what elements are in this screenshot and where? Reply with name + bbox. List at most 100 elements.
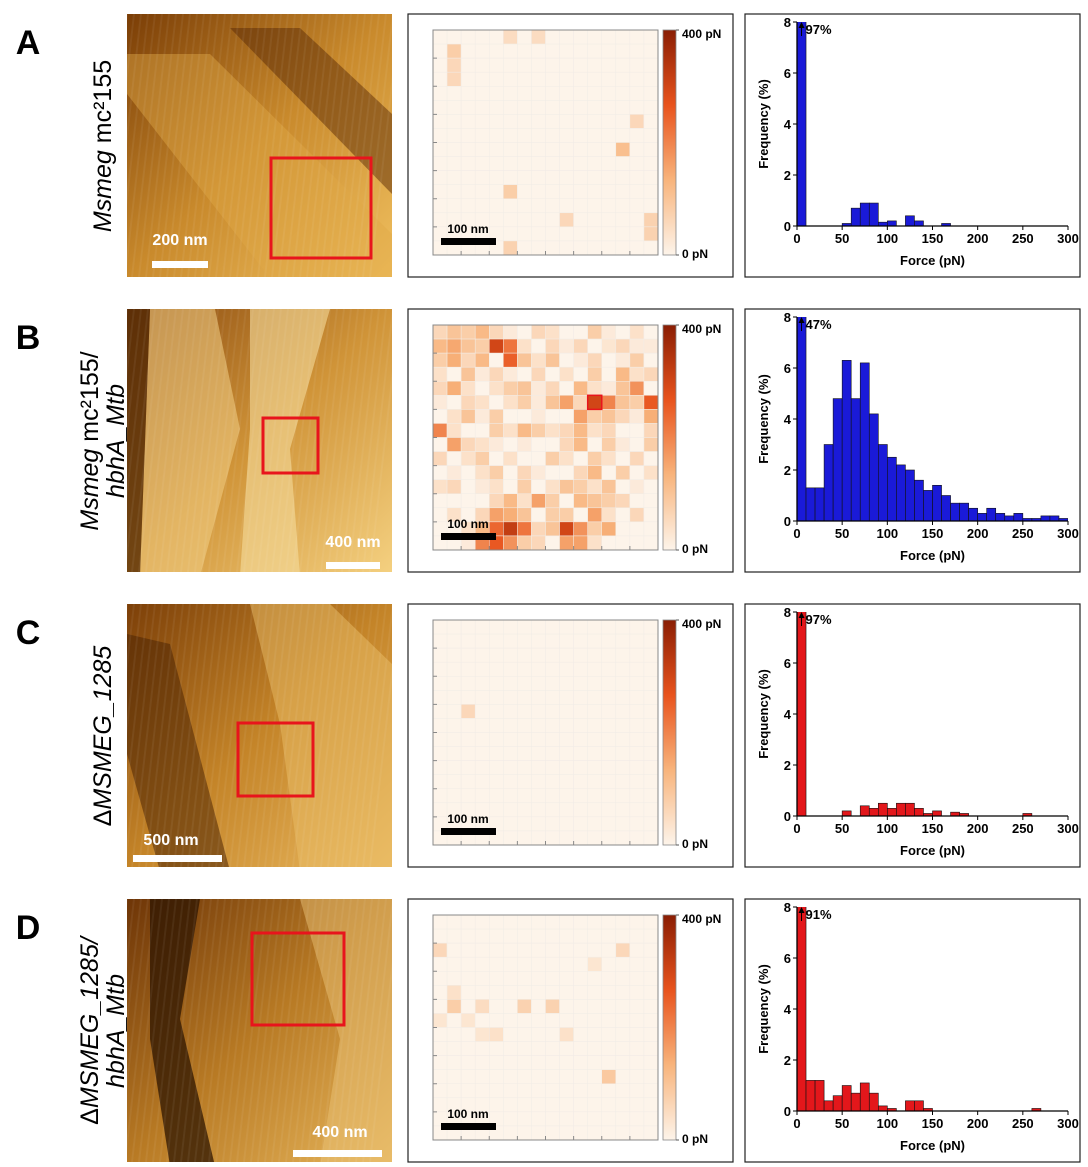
map-cell: [545, 788, 560, 804]
map-cell: [503, 507, 518, 523]
scale-bar: [293, 1150, 382, 1157]
map-cell: [503, 156, 518, 171]
map-cell: [517, 619, 532, 635]
map-cell: [531, 29, 546, 45]
map-cell: [559, 647, 574, 663]
map-cell: [531, 704, 546, 719]
hist-bar: [850, 207, 861, 226]
map-cell: [587, 381, 602, 396]
map-cell: [489, 704, 504, 719]
map-cell: [531, 451, 546, 466]
afm-texture: [152, 14, 184, 277]
map-cell: [559, 633, 574, 649]
map-cell: [503, 198, 518, 214]
map-cell: [432, 198, 448, 214]
map-cell: [629, 507, 645, 523]
x-tick-label: 100: [876, 526, 898, 541]
map-cell: [489, 423, 504, 438]
map-cell: [474, 465, 490, 480]
map-cell: [531, 324, 546, 340]
map-cell: [460, 409, 476, 424]
value-label: 97%: [806, 22, 832, 37]
map-cell: [573, 760, 588, 775]
map-cell: [559, 1125, 574, 1141]
map-cell: [503, 535, 518, 551]
map-cell: [601, 381, 617, 396]
map-cell: [573, 928, 588, 944]
map-cell: [629, 29, 645, 45]
map-cell: [629, 633, 645, 649]
map-cell: [573, 338, 588, 354]
map-cell: [503, 1097, 518, 1113]
afm-texture: [152, 899, 184, 1162]
map-cell: [629, 732, 645, 747]
map-cell: [503, 43, 518, 59]
map-cell: [460, 479, 476, 494]
map-cell: [446, 788, 462, 804]
map-cell: [643, 942, 659, 958]
map-cell: [517, 1125, 532, 1141]
map-cell: [446, 746, 462, 761]
map-cell: [531, 381, 546, 396]
map-cell: [432, 1027, 448, 1042]
map-cell: [517, 633, 532, 649]
afm-texture: [127, 899, 135, 970]
hist-bar: [1040, 515, 1051, 521]
map-cell: [587, 366, 602, 382]
map-cell: [531, 71, 546, 87]
map-cell: [573, 1027, 588, 1042]
afm-texture: [306, 899, 338, 1162]
map-cell: [489, 633, 504, 649]
afm-feature: [250, 604, 392, 867]
map-cell: [517, 732, 532, 747]
strain-text: mc²155: [89, 60, 117, 150]
map-cell: [446, 156, 462, 171]
map-cell: [432, 928, 448, 944]
afm-texture: [264, 309, 296, 572]
map-cell: [545, 352, 560, 368]
colorbar: [662, 914, 677, 1141]
map-cell: [460, 100, 476, 115]
map-cell: [629, 746, 645, 761]
map-cell: [573, 493, 588, 509]
map-cell: [643, 1125, 659, 1141]
map-cell: [629, 788, 645, 804]
afm-texture: [278, 899, 310, 1162]
map-cell: [629, 816, 645, 832]
map-cell: [559, 142, 574, 157]
map-cell: [643, 240, 659, 256]
hist-bar: [905, 1100, 915, 1111]
map-cell: [503, 170, 518, 185]
map-cell: [517, 1111, 532, 1127]
map-cell: [432, 956, 448, 972]
map-cell: [517, 1013, 532, 1028]
map-cell: [446, 366, 462, 382]
afm-texture: [180, 309, 212, 572]
map-cell: [474, 409, 490, 424]
map-cell: [460, 760, 476, 775]
afm-texture: [201, 309, 233, 572]
map-scale-label: 100 nm: [447, 1107, 488, 1121]
map-cell: [573, 1041, 588, 1056]
afm-texture: [341, 14, 373, 277]
map-cell: [615, 928, 631, 944]
afm-texture: [306, 309, 338, 572]
map-cell: [517, 774, 532, 789]
map-cell: [615, 338, 631, 354]
map-cell: [601, 57, 617, 73]
map-cell: [474, 619, 490, 635]
map-cell: [545, 690, 560, 705]
scale-bar: [152, 261, 208, 268]
map-cell: [587, 114, 602, 129]
map-cell: [615, 381, 631, 396]
afm-image: [127, 14, 392, 277]
map-cell: [615, 128, 631, 143]
map-cell: [545, 29, 560, 45]
map-cell: [573, 156, 588, 171]
map-cell: [601, 324, 617, 340]
x-tick-label: 300: [1057, 821, 1079, 836]
map-cell: [531, 1125, 546, 1141]
map-cell: [643, 1027, 659, 1042]
afm-texture: [180, 899, 212, 1162]
map-scale-bar: [441, 238, 496, 245]
